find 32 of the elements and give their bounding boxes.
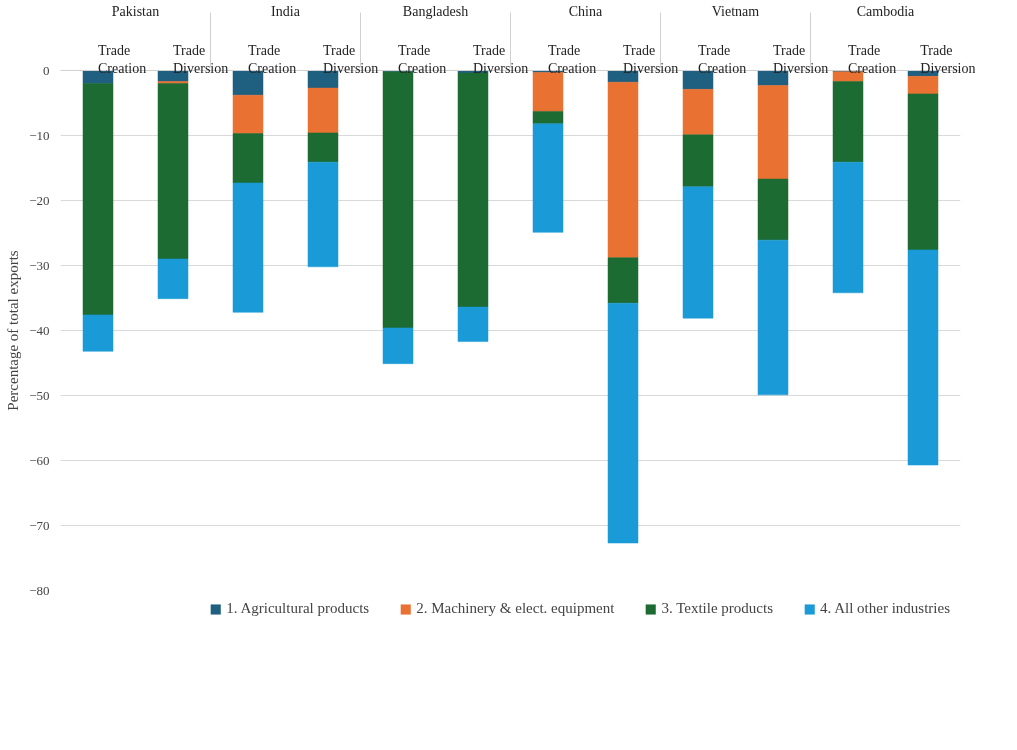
x-tick-label: Trade Creation xyxy=(398,43,447,76)
y-tick-label: −60 xyxy=(29,452,50,468)
y-axis-title: Percentage of total exports xyxy=(5,250,22,411)
y-tick-label: −80 xyxy=(29,582,50,598)
legend-label: 2. Machinery & elect. equipment xyxy=(416,600,615,617)
y-tick-label: −10 xyxy=(29,127,50,143)
x-tick-label: Trade Diversion xyxy=(173,43,229,76)
x-tick-label: Trade Creation xyxy=(548,43,597,76)
x-tick-label: Trade Diversion xyxy=(623,43,679,76)
text: Cambodia xyxy=(856,3,916,19)
y-tick-label: −40 xyxy=(29,322,50,338)
legend-label: 1. Agricultural products xyxy=(226,600,370,617)
y-tick-label: −70 xyxy=(29,517,50,533)
y-tick-label: −20 xyxy=(29,192,50,208)
x-tick-label: Trade Diversion xyxy=(473,43,529,76)
x-tick-label: Trade Creation xyxy=(98,43,147,76)
x-tick-label: Trade Diversion xyxy=(323,43,379,76)
x-tick-label: Trade Creation xyxy=(248,43,297,76)
text: Bangladesh xyxy=(402,3,469,19)
legend-label: 4. All other industries xyxy=(820,600,950,617)
y-tick-label: −50 xyxy=(29,387,50,403)
text: Vietnam xyxy=(711,3,760,19)
x-tick-label: Trade Diversion xyxy=(920,43,976,76)
y-tick-label: −30 xyxy=(29,257,50,273)
legend-label: 3. Textile products xyxy=(661,600,773,617)
x-tick-label: Trade Creation xyxy=(848,43,897,76)
y-tick-label: 0 xyxy=(43,62,50,78)
x-tick-label: Trade Creation xyxy=(698,43,747,76)
text: India xyxy=(271,3,301,19)
x-tick-label: Trade Diversion xyxy=(773,43,829,76)
text: China xyxy=(568,3,604,19)
text: Pakistan xyxy=(111,3,160,19)
